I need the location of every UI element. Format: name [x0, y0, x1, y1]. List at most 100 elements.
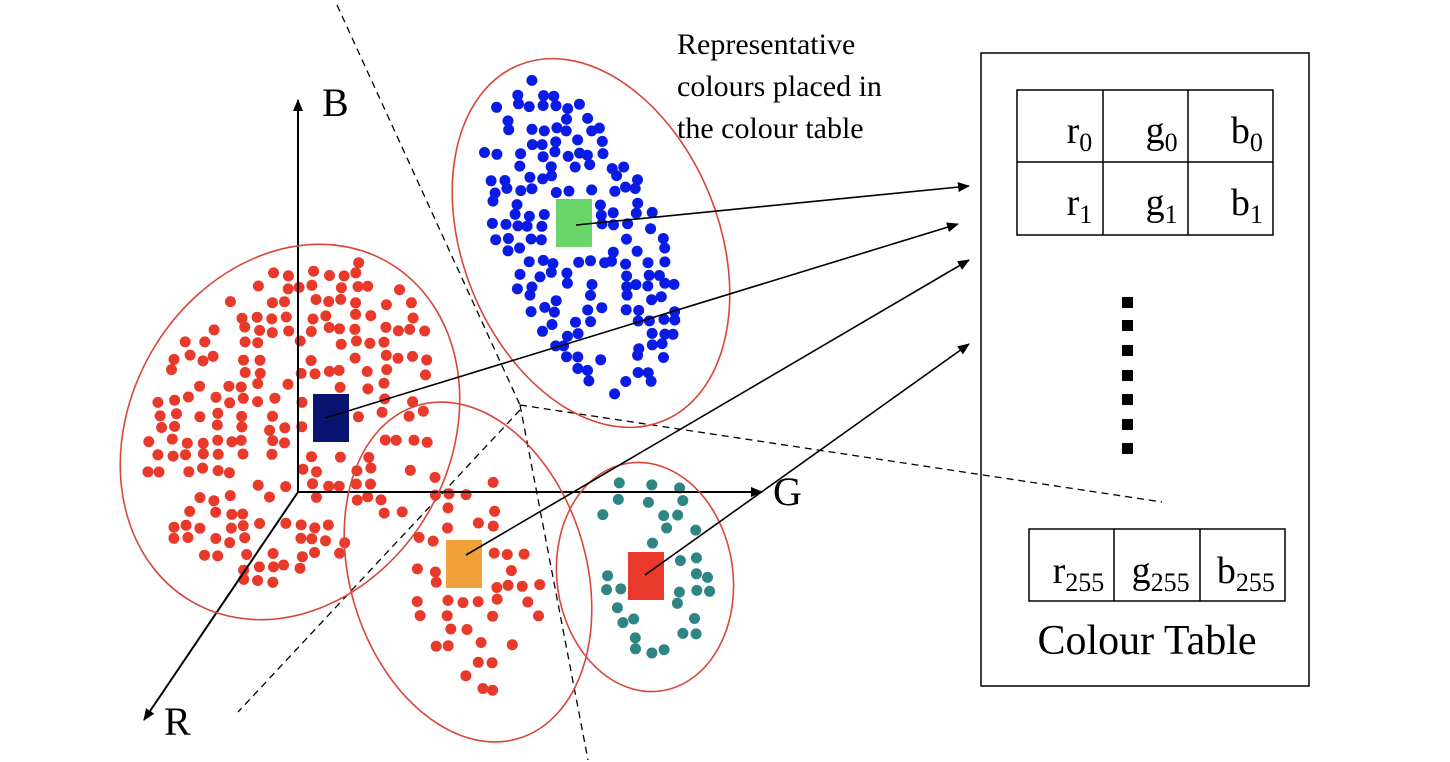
- scatter-point: [562, 103, 574, 115]
- scatter-point: [629, 183, 641, 194]
- scatter-point: [601, 584, 613, 596]
- scatter-point: [617, 617, 629, 629]
- scatter-point: [632, 367, 644, 378]
- scatter-point: [152, 396, 164, 408]
- scatter-point: [253, 561, 265, 573]
- scatter-point: [333, 364, 345, 376]
- scatter-point: [378, 336, 390, 348]
- scatter-point: [505, 565, 517, 577]
- scatter-point: [583, 375, 595, 387]
- cell-index: 0: [1250, 128, 1263, 157]
- scatter-point: [266, 448, 278, 460]
- scatter-point: [378, 507, 390, 519]
- scatter-point: [572, 363, 584, 374]
- scatter-point: [294, 335, 306, 347]
- scatter-point: [645, 223, 657, 235]
- colour-table-cell: r1: [1067, 182, 1093, 229]
- scatter-point: [306, 533, 318, 545]
- scatter-point: [491, 593, 503, 605]
- scatter-point: [442, 640, 454, 652]
- scatter-point: [237, 508, 249, 520]
- scatter-point: [378, 377, 390, 389]
- scatter-point: [620, 181, 631, 193]
- scatter-point: [585, 316, 597, 328]
- scatter-point: [671, 597, 683, 609]
- scatter-point: [282, 378, 294, 390]
- ellipsis-dot: [1122, 443, 1133, 454]
- scatter-point: [279, 437, 290, 449]
- scatter-point: [390, 434, 402, 446]
- scatter-point: [524, 289, 536, 301]
- scatter-point: [572, 328, 584, 340]
- scatter-point: [537, 173, 549, 185]
- scatter-point: [236, 312, 248, 324]
- scatter-point: [656, 338, 668, 350]
- scatter-point: [323, 480, 335, 492]
- scatter-point: [502, 245, 514, 257]
- scatter-point: [180, 519, 192, 531]
- scatter-point: [581, 149, 593, 161]
- scatter-point: [376, 406, 388, 418]
- scatter-point: [362, 280, 374, 292]
- scatter-point: [536, 220, 548, 232]
- scatter-point: [429, 471, 441, 483]
- scatter-point: [522, 596, 534, 608]
- scatter-point: [212, 407, 224, 419]
- scatter-point: [661, 522, 673, 534]
- scatter-point: [596, 218, 608, 230]
- scatter-point: [525, 233, 537, 245]
- scatter-point: [659, 242, 671, 254]
- caption-line-3: the colour table: [677, 112, 864, 145]
- scatter-point: [296, 396, 308, 408]
- scatter-point: [224, 490, 236, 502]
- scatter-point: [629, 632, 641, 644]
- scatter-point: [238, 354, 249, 366]
- scatter-point: [487, 476, 499, 488]
- scatter-point: [421, 354, 433, 366]
- scatter-point: [513, 98, 524, 110]
- scatter-point: [533, 610, 544, 622]
- scatter-point: [596, 135, 608, 147]
- scatter-point: [296, 551, 308, 563]
- red-cluster-small-outline: [343, 401, 593, 743]
- colour-table-last-cells: r255 g255 b255: [1053, 550, 1275, 597]
- scatter-point: [264, 424, 276, 436]
- scatter-point: [550, 136, 562, 148]
- scatter-point: [171, 408, 182, 420]
- scatter-point: [643, 269, 655, 281]
- arrow-green-to-table: [575, 182, 970, 226]
- scatter-point: [561, 113, 572, 125]
- scatter-point: [632, 349, 644, 361]
- scatter-point: [595, 209, 607, 221]
- scatter-point: [511, 283, 523, 295]
- scatter-point: [413, 531, 425, 543]
- scatter-point: [236, 410, 248, 422]
- scatter-point: [633, 304, 645, 316]
- scatter-point: [349, 323, 361, 335]
- scatter-point: [380, 321, 392, 333]
- scatter-point: [305, 326, 317, 337]
- scatter-point: [237, 448, 249, 460]
- scatter-point: [628, 613, 640, 625]
- scatter-point: [704, 585, 716, 597]
- scatter-point: [182, 391, 194, 403]
- scatter-point: [239, 367, 251, 378]
- scatter-point: [487, 610, 499, 622]
- scatter-point: [224, 296, 236, 308]
- scatter-point: [236, 421, 248, 433]
- scatter-point: [427, 535, 439, 547]
- scatter-point: [323, 296, 335, 307]
- partition-lines: [237, 4, 1163, 761]
- scatter-point: [487, 195, 499, 207]
- scatter-point: [184, 505, 196, 517]
- partition-line-top: [336, 4, 521, 406]
- scatter-point: [324, 270, 335, 281]
- scatter-point: [620, 376, 632, 387]
- scatter-point: [460, 670, 472, 682]
- scatter-point: [365, 462, 377, 474]
- scatter-point: [267, 576, 279, 588]
- representative-green-square: [556, 199, 592, 247]
- scatter-point: [408, 434, 420, 446]
- scatter-point: [569, 161, 581, 173]
- scatter-point: [283, 325, 295, 337]
